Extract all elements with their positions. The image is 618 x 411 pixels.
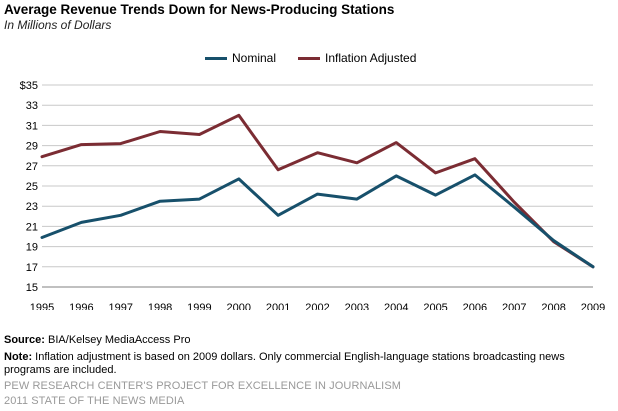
series-lines bbox=[40, 113, 595, 269]
x-tick-label: 2009 bbox=[581, 302, 605, 310]
chart-subtitle: In Millions of Dollars bbox=[4, 18, 112, 32]
gridlines bbox=[42, 84, 593, 288]
x-tick-label: 2007 bbox=[502, 302, 526, 310]
legend-swatch-nominal bbox=[205, 57, 227, 60]
x-tick-label: 2006 bbox=[463, 302, 487, 310]
y-tick-label: 33 bbox=[26, 100, 38, 112]
chart-title: Average Revenue Trends Down for News-Pro… bbox=[4, 2, 395, 17]
note-label: Note: bbox=[4, 351, 33, 363]
y-tick-label: 17 bbox=[26, 262, 38, 274]
x-tick-label: 2000 bbox=[227, 302, 251, 310]
source-line: Source: BIA/Kelsey MediaAccess Pro bbox=[4, 334, 190, 346]
branding-line-1: PEW RESEARCH CENTER'S PROJECT FOR EXCELL… bbox=[4, 380, 402, 392]
line-chart: 15 17 19 21 23 25 27 29 31 33 $35 1995 1996 1997 1998… bbox=[20, 80, 606, 310]
x-tick-label: 2008 bbox=[541, 302, 565, 310]
x-axis: 1995 1996 1997 1998 1999 2000 2001 2002 2003 2004… bbox=[30, 286, 605, 310]
source-label: Source: bbox=[4, 334, 45, 346]
y-tick-label: $35 bbox=[20, 80, 38, 92]
x-tick-label: 1995 bbox=[30, 302, 54, 310]
legend-label-inflation-adjusted: Inflation Adjusted bbox=[325, 51, 417, 65]
x-tick-label: 2005 bbox=[423, 302, 447, 310]
note-text: Inflation adjustment is based on 2009 do… bbox=[4, 351, 565, 376]
legend-swatch-inflation-adjusted bbox=[298, 57, 320, 60]
x-tick-label: 1998 bbox=[148, 302, 172, 310]
y-tick-label: 29 bbox=[26, 141, 38, 153]
legend: Nominal Inflation Adjusted bbox=[0, 51, 618, 67]
source-text: BIA/Kelsey MediaAccess Pro bbox=[48, 334, 191, 346]
series-line-inflation-adjusted bbox=[40, 113, 595, 269]
y-tick-label: 15 bbox=[26, 282, 38, 294]
y-tick-label: 27 bbox=[26, 161, 38, 173]
x-tick-label: 1996 bbox=[69, 302, 93, 310]
y-tick-label: 19 bbox=[26, 242, 38, 254]
y-tick-label: 23 bbox=[26, 201, 38, 213]
x-tick-label: 2003 bbox=[345, 302, 369, 310]
x-tick-label: 2004 bbox=[384, 302, 408, 310]
x-tick-label: 1997 bbox=[108, 302, 132, 310]
y-tick-label: 21 bbox=[26, 221, 38, 233]
y-tick-label: 31 bbox=[26, 120, 38, 132]
branding-line-2: 2011 STATE OF THE NEWS MEDIA bbox=[4, 395, 185, 407]
legend-label-nominal: Nominal bbox=[232, 51, 277, 65]
x-tick-label: 2002 bbox=[305, 302, 329, 310]
x-tick-label: 1999 bbox=[187, 302, 211, 310]
y-tick-label: 25 bbox=[26, 181, 38, 193]
y-axis: 15 17 19 21 23 25 27 29 31 33 $35 bbox=[20, 80, 38, 294]
x-tick-label: 2001 bbox=[266, 302, 290, 310]
series-line-nominal bbox=[40, 173, 595, 269]
note-line: Note: Inflation adjustment is based on 2… bbox=[4, 351, 614, 377]
